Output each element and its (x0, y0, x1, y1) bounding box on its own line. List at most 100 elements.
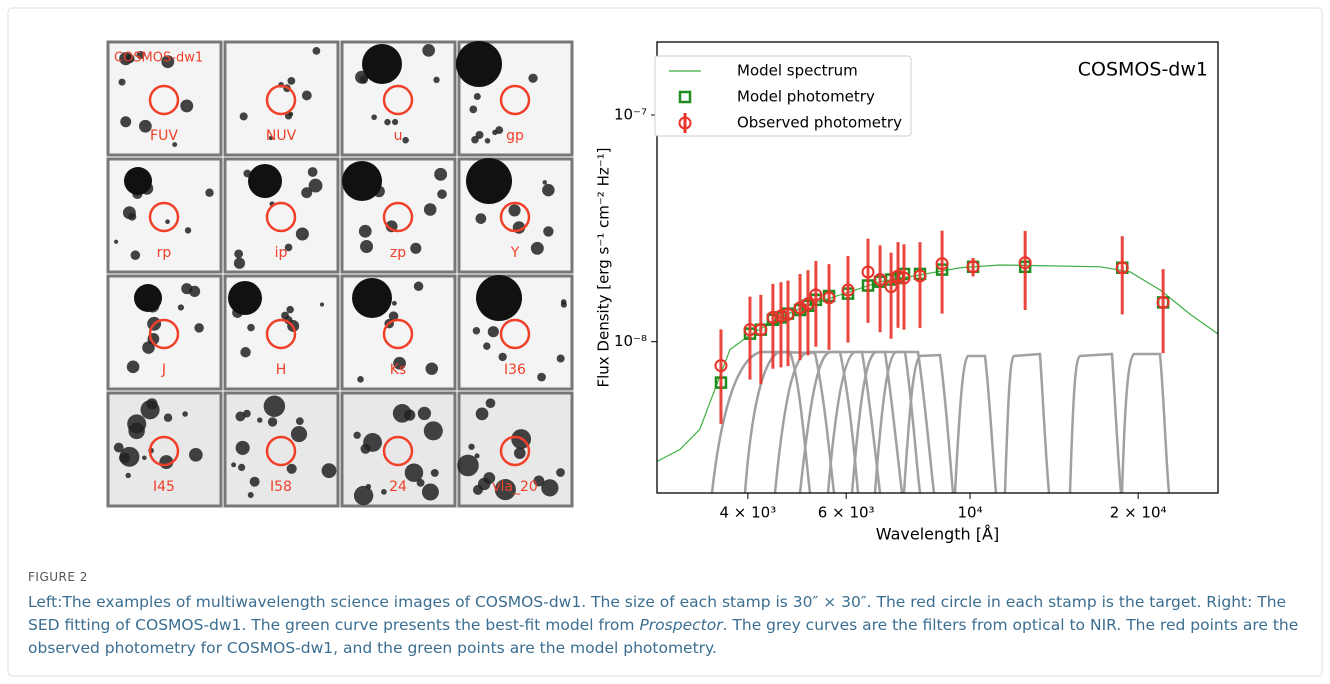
stamp-blob (483, 342, 491, 350)
stamp-blob (457, 454, 479, 477)
observed-point (966, 260, 980, 274)
target-circle (499, 318, 531, 350)
target-circle (265, 84, 297, 116)
stamp-blob (475, 213, 487, 224)
stamp-blob (388, 311, 399, 321)
stamp-blob (114, 239, 119, 244)
stamp-label: NUV (266, 128, 297, 144)
x-tick-label: 10⁴ (958, 504, 983, 522)
stamp-blob (466, 158, 512, 204)
stamp-blob (498, 352, 507, 362)
stamp-blob (240, 347, 251, 358)
stamp-label: gp (506, 128, 524, 144)
stamp-blob (136, 50, 145, 60)
stamp-blob (404, 409, 416, 421)
stamp-blob (247, 492, 254, 498)
stamp-blob (125, 472, 131, 479)
stamp-blob (472, 327, 481, 335)
observed-point (1156, 295, 1170, 309)
stamp-blob (142, 455, 147, 460)
stamp-blob (543, 226, 554, 237)
legend-label: Model spectrum (737, 62, 858, 80)
stamp-blob (542, 180, 548, 185)
stamp-blob (295, 417, 304, 426)
target-circle (265, 318, 297, 350)
target-circle (382, 435, 414, 467)
stamp-label: H (276, 362, 287, 378)
stamp-blob (119, 52, 133, 66)
stamp-blob (119, 452, 131, 464)
target-circle (499, 201, 531, 233)
stamp-blob (456, 41, 502, 87)
stamp-blob (362, 44, 402, 84)
stamp-blob (483, 472, 496, 484)
observed-point (1115, 261, 1129, 275)
stamp-blob (541, 479, 559, 497)
observed-point (861, 265, 875, 279)
target-circle (382, 84, 414, 116)
stamp-blob (417, 406, 432, 421)
stamp-blob (537, 372, 546, 382)
caption-text: . The grey curves are the filters from o… (28, 616, 1299, 657)
stamp-label: u (394, 128, 403, 144)
stamp-blob (360, 443, 371, 454)
stamp-label: rp (157, 245, 172, 261)
stamp-blob (484, 137, 491, 144)
annotation: COSMOS-dw1 (1078, 59, 1208, 81)
observed-point (822, 291, 836, 305)
stamp-blob (410, 242, 422, 254)
stamp-blob (146, 398, 158, 410)
target-circle (499, 84, 531, 116)
stamp-blob (385, 220, 398, 233)
stamp-blob (184, 227, 192, 234)
stamp-blob (126, 360, 140, 374)
stamp-blob (118, 78, 126, 86)
stamp-blob (476, 275, 522, 321)
y-tick-label: 10⁻⁷ (614, 106, 647, 124)
stamp-label: 24 (389, 479, 407, 495)
stamp-blob (352, 278, 392, 318)
stamp-blob (321, 463, 337, 479)
stamp-blob (122, 206, 136, 220)
stamp-blob (233, 257, 246, 269)
filter-curves (710, 350, 1171, 493)
stamp-blob (228, 281, 262, 315)
stamp-blob (371, 114, 377, 121)
observed-point (913, 269, 927, 283)
stamp-blob (508, 204, 521, 217)
stamp (106, 274, 223, 391)
stamp-blob (528, 73, 538, 83)
stamp-label: vla_20 (492, 479, 538, 495)
stamp-blob (393, 356, 406, 370)
stamp-blob (231, 462, 237, 468)
observed-point (801, 297, 815, 311)
caption-label: FIGURE 2 (28, 570, 88, 584)
target-circle (382, 318, 414, 350)
stamp-blob (247, 323, 255, 332)
stamp-label: ip (275, 245, 288, 261)
stamp-label: I45 (153, 479, 175, 495)
stamp-blob (404, 463, 424, 482)
stamp-blob (163, 413, 173, 422)
stamp-blob (353, 485, 374, 506)
stamp-blob (319, 302, 325, 307)
target-circle (265, 435, 297, 467)
stamp-blob (360, 240, 374, 253)
target-circle (382, 201, 414, 233)
stamp-blob (475, 407, 489, 421)
stamp-blob (381, 488, 387, 495)
observed-point (1018, 256, 1032, 270)
stamp-blob (357, 375, 364, 383)
y-tick-label: 10⁻⁸ (614, 332, 647, 350)
stamp-blob (384, 118, 391, 126)
stamp-blob (307, 167, 318, 177)
stamp-blob (161, 55, 175, 69)
stamp-blob (492, 129, 498, 136)
observed-point (754, 323, 768, 337)
observed-point (873, 273, 887, 287)
observed-point (774, 309, 788, 323)
stamp-blob (423, 421, 443, 441)
stamp-blob (235, 440, 250, 455)
stamp-blob (177, 304, 185, 311)
